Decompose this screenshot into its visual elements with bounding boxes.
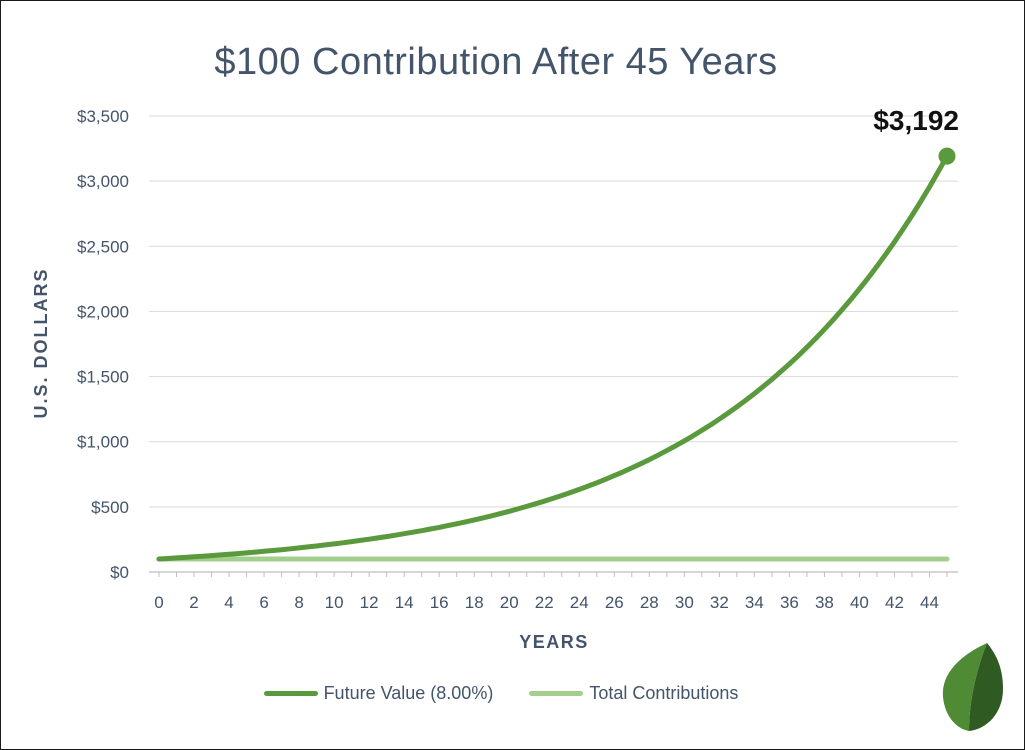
- legend-item-total-contributions: Total Contributions: [529, 683, 738, 704]
- x-tick-label: 30: [675, 593, 694, 612]
- grid-lines: [149, 115, 958, 508]
- x-tick-label: 28: [640, 593, 659, 612]
- y-tick-label: $1,000: [77, 433, 129, 452]
- x-tick-label: 40: [850, 593, 869, 612]
- y-tick-label: $3,000: [77, 172, 129, 191]
- y-tick-label: $0: [110, 563, 129, 582]
- final-value-marker: [938, 147, 956, 165]
- x-tick-label: 0: [154, 593, 163, 612]
- x-tick-label: 44: [920, 593, 939, 612]
- x-tick-label: 38: [815, 593, 834, 612]
- series-lines: [156, 147, 956, 562]
- x-tick-label: 26: [605, 593, 624, 612]
- x-axis: [149, 571, 958, 577]
- x-tick-label: 10: [325, 593, 344, 612]
- x-tick-label: 42: [885, 593, 904, 612]
- x-axis-label: YEARS: [519, 632, 589, 652]
- x-tick-label: 18: [465, 593, 484, 612]
- y-tick-label: $2,000: [77, 302, 129, 321]
- leaf-logo-icon: [942, 643, 1003, 731]
- y-axis-label: U.S. DOLLARS: [31, 267, 51, 418]
- x-tick-label: 34: [745, 593, 764, 612]
- y-tick-label: $500: [91, 498, 129, 517]
- x-tick-label: 20: [500, 593, 519, 612]
- final-value-label: $3,192: [873, 105, 959, 136]
- x-tick-label: 36: [780, 593, 799, 612]
- legend-label-future-value: Future Value (8.00%): [323, 683, 494, 703]
- legend-label-total-contributions: Total Contributions: [589, 683, 739, 703]
- chart-title: $100 Contribution After 45 Years: [214, 41, 778, 83]
- x-tick-label: 24: [570, 593, 589, 612]
- x-tick-label: 8: [294, 593, 303, 612]
- legend-swatch-total-contributions: [529, 691, 584, 696]
- legend: Future Value (8.00%) Total Contributions: [1, 683, 1001, 704]
- series-line-future-value: [156, 153, 950, 562]
- x-tick-label: 12: [360, 593, 379, 612]
- y-tick-label: $3,500: [77, 107, 129, 126]
- legend-item-future-value: Future Value (8.00%): [263, 683, 494, 704]
- y-tick-labels: $0 $500 $1,000 $1,500 $2,000 $2,500 $3,000 $3,5…: [77, 107, 129, 582]
- x-tick-labels: 0 2 4 6 8 10 12 14 16 18 20 22 24 26 28 30 32 34 36 38 40 42 4…: [154, 593, 939, 612]
- y-tick-label: $1,500: [77, 368, 129, 387]
- x-tick-label: 14: [395, 593, 414, 612]
- x-tick-label: 16: [430, 593, 449, 612]
- x-tick-label: 6: [259, 593, 268, 612]
- x-tick-label: 4: [224, 593, 233, 612]
- x-tick-label: 2: [189, 593, 198, 612]
- x-tick-label: 32: [710, 593, 729, 612]
- legend-swatch-future-value: [263, 691, 318, 696]
- x-tick-label: 22: [535, 593, 554, 612]
- y-tick-label: $2,500: [77, 237, 129, 256]
